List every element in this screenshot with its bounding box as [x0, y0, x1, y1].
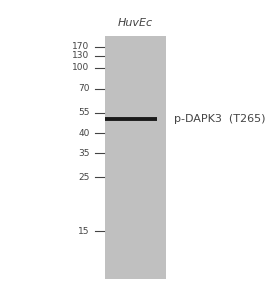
Text: 100: 100	[72, 63, 90, 72]
Text: 15: 15	[78, 226, 90, 236]
Text: 25: 25	[78, 172, 90, 182]
Text: 170: 170	[72, 42, 90, 51]
Text: 40: 40	[78, 129, 90, 138]
Text: 70: 70	[78, 84, 90, 93]
Text: HuvEc: HuvEc	[118, 19, 153, 28]
Bar	[105, 36, 166, 279]
Text: 130: 130	[72, 51, 90, 60]
Text: 35: 35	[78, 148, 90, 158]
Text: p-DAPK3  (T265): p-DAPK3 (T265)	[174, 113, 266, 124]
Text: 55: 55	[78, 108, 90, 117]
